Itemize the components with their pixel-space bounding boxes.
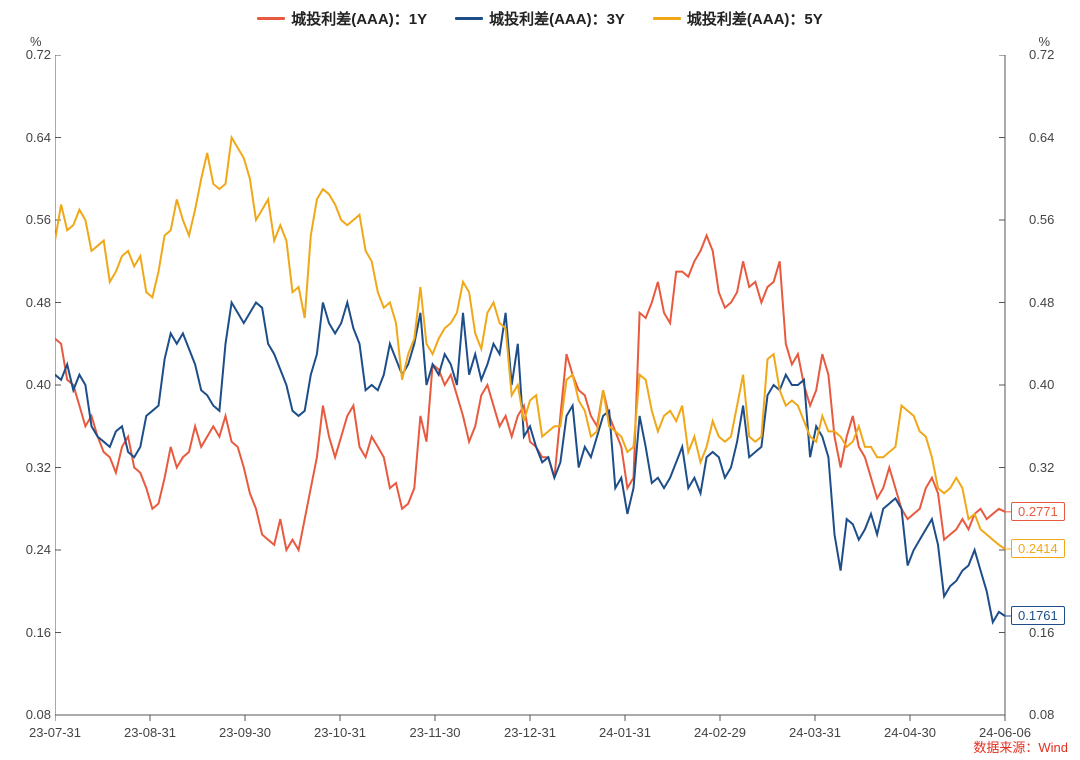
x-tick-label: 23-09-30: [219, 725, 271, 740]
x-tick-label: 23-11-30: [409, 725, 460, 740]
x-tick-label: 23-12-31: [504, 725, 556, 740]
y-tick-left: 0.16: [6, 625, 51, 640]
plot-area: [55, 55, 1075, 745]
x-tick-label: 23-07-31: [29, 725, 81, 740]
y-tick-right: 0.72: [1029, 47, 1074, 62]
end-label-5Y: 0.2414: [1011, 539, 1065, 558]
series-line-5Y: [55, 138, 1005, 550]
chart-legend: 城投利差(AAA)：1Y 城投利差(AAA)：3Y 城投利差(AAA)：5Y: [0, 8, 1080, 29]
legend-swatch-5y: [653, 17, 681, 20]
y-tick-left: 0.24: [6, 542, 51, 557]
y-tick-left: 0.32: [6, 460, 51, 475]
y-tick-left: 0.48: [6, 295, 51, 310]
series-line-3Y: [55, 303, 1005, 623]
x-tick-label: 24-02-29: [694, 725, 746, 740]
y-tick-right: 0.32: [1029, 460, 1074, 475]
legend-label-1y: 城投利差(AAA)：1Y: [291, 8, 427, 29]
legend-item-3y: 城投利差(AAA)：3Y: [455, 8, 625, 29]
legend-label-3y: 城投利差(AAA)：3Y: [489, 8, 625, 29]
y-tick-left: 0.56: [6, 212, 51, 227]
x-tick-label: 24-01-31: [599, 725, 651, 740]
y-tick-right: 0.56: [1029, 212, 1074, 227]
y-tick-right: 0.08: [1029, 707, 1074, 722]
end-label-3Y: 0.1761: [1011, 606, 1065, 625]
y-tick-right: 0.48: [1029, 295, 1074, 310]
x-tick-label: 23-08-31: [124, 725, 176, 740]
y-tick-left: 0.72: [6, 47, 51, 62]
legend-swatch-1y: [257, 17, 285, 20]
legend-label-5y: 城投利差(AAA)：5Y: [687, 8, 823, 29]
legend-item-5y: 城投利差(AAA)：5Y: [653, 8, 823, 29]
y-tick-right: 0.64: [1029, 130, 1074, 145]
y-tick-left: 0.08: [6, 707, 51, 722]
y-tick-right: 0.16: [1029, 625, 1074, 640]
x-tick-label: 24-04-30: [884, 725, 936, 740]
end-label-1Y: 0.2771: [1011, 502, 1065, 521]
y-tick-right: 0.40: [1029, 377, 1074, 392]
legend-item-1y: 城投利差(AAA)：1Y: [257, 8, 427, 29]
x-tick-label: 24-06-06: [979, 725, 1031, 740]
legend-swatch-3y: [455, 17, 483, 20]
y-tick-left: 0.64: [6, 130, 51, 145]
series-line-1Y: [55, 236, 1005, 551]
x-tick-label: 23-10-31: [314, 725, 366, 740]
x-tick-label: 24-03-31: [789, 725, 841, 740]
y-tick-left: 0.40: [6, 377, 51, 392]
spread-chart: 城投利差(AAA)：1Y 城投利差(AAA)：3Y 城投利差(AAA)：5Y %…: [0, 0, 1080, 760]
